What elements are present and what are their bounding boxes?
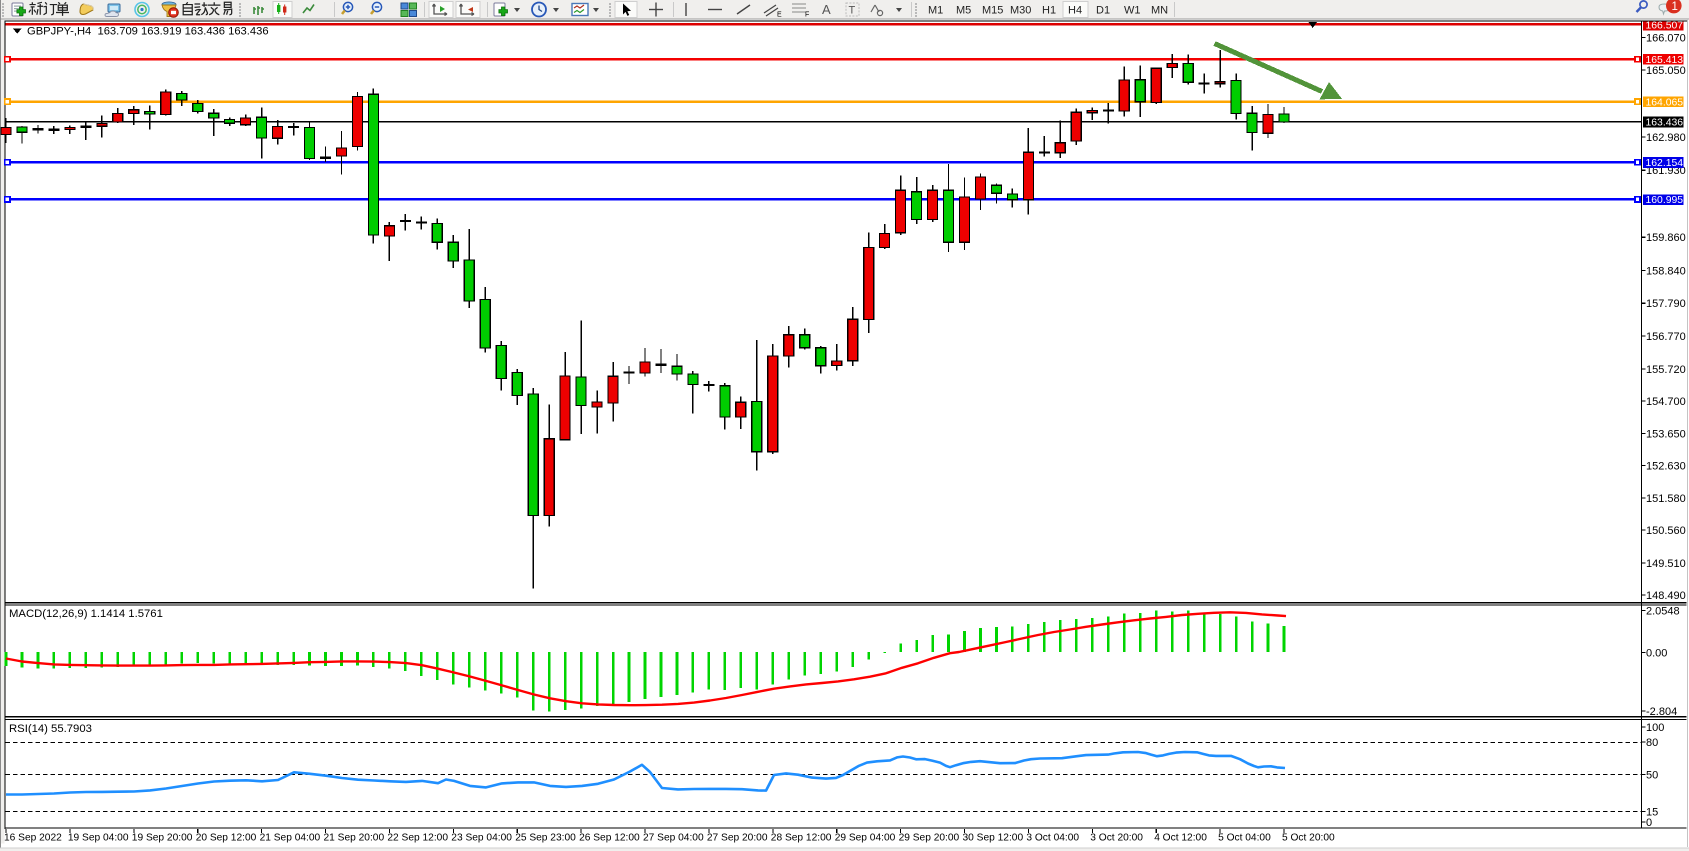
svg-text:4 Oct 12:00: 4 Oct 12:00	[1154, 832, 1207, 843]
svg-text:148.490: 148.490	[1646, 590, 1686, 602]
svg-text:165.413: 165.413	[1646, 55, 1684, 66]
svg-text:165.050: 165.050	[1646, 65, 1686, 77]
svg-text:3 Oct 04:00: 3 Oct 04:00	[1026, 832, 1079, 843]
svg-text:162.154: 162.154	[1646, 158, 1684, 169]
svg-text:23 Sep 04:00: 23 Sep 04:00	[451, 832, 512, 843]
svg-text:21 Sep 20:00: 21 Sep 20:00	[324, 832, 385, 843]
svg-text:W1: W1	[1124, 5, 1141, 17]
svg-text:20 Sep 12:00: 20 Sep 12:00	[196, 832, 257, 843]
svg-text:156.770: 156.770	[1646, 331, 1686, 343]
svg-text:152.630: 152.630	[1646, 461, 1686, 473]
svg-text:H1: H1	[1042, 5, 1056, 17]
svg-text:28 Sep 12:00: 28 Sep 12:00	[771, 832, 832, 843]
svg-text:15: 15	[1646, 807, 1658, 819]
svg-text:GBPJPY-,H4 163.709 163.919 16: GBPJPY-,H4 163.709 163.919 163.436 163.4…	[27, 26, 269, 38]
svg-text:M5: M5	[956, 5, 971, 17]
svg-text:166.070: 166.070	[1646, 33, 1686, 45]
svg-text:29 Sep 04:00: 29 Sep 04:00	[835, 832, 896, 843]
svg-text:50: 50	[1646, 770, 1658, 782]
svg-text:0: 0	[1646, 817, 1652, 829]
svg-text:166.507: 166.507	[1646, 21, 1684, 32]
svg-text:151.580: 151.580	[1646, 493, 1686, 505]
svg-text:30 Sep 12:00: 30 Sep 12:00	[963, 832, 1024, 843]
svg-text:149.510: 149.510	[1646, 558, 1686, 570]
svg-text:0.00: 0.00	[1646, 648, 1667, 660]
svg-text:157.790: 157.790	[1646, 298, 1686, 310]
svg-text:3 Oct 20:00: 3 Oct 20:00	[1090, 832, 1143, 843]
svg-text:E: E	[777, 12, 782, 19]
svg-text:25 Sep 23:00: 25 Sep 23:00	[515, 832, 576, 843]
svg-text:29 Sep 20:00: 29 Sep 20:00	[899, 832, 960, 843]
svg-text:80: 80	[1646, 737, 1658, 749]
svg-text:22 Sep 12:00: 22 Sep 12:00	[387, 832, 448, 843]
svg-text:161.930: 161.930	[1646, 165, 1686, 177]
svg-text:M30: M30	[1010, 5, 1031, 17]
svg-text:A: A	[822, 2, 831, 17]
svg-text:RSI(14) 55.7903: RSI(14) 55.7903	[9, 723, 92, 735]
svg-text:19 Sep 20:00: 19 Sep 20:00	[132, 832, 193, 843]
svg-text:27 Sep 04:00: 27 Sep 04:00	[643, 832, 704, 843]
svg-text:2.0548: 2.0548	[1646, 606, 1680, 618]
svg-text:5 Oct 04:00: 5 Oct 04:00	[1218, 832, 1271, 843]
svg-text:1: 1	[1672, 1, 1678, 13]
svg-text:M1: M1	[928, 5, 943, 17]
svg-text:158.840: 158.840	[1646, 265, 1686, 277]
svg-text:162.980: 162.980	[1646, 132, 1686, 144]
svg-text:153.650: 153.650	[1646, 429, 1686, 441]
svg-text:F: F	[805, 12, 809, 19]
svg-text:154.700: 154.700	[1646, 396, 1686, 408]
svg-text:MACD(12,26,9) 1.1414 1.5761: MACD(12,26,9) 1.1414 1.5761	[9, 608, 163, 620]
svg-text:H4: H4	[1068, 5, 1082, 17]
svg-text:164.065: 164.065	[1646, 97, 1684, 108]
svg-text:T: T	[849, 5, 856, 17]
svg-text:16 Sep 2022: 16 Sep 2022	[4, 832, 62, 843]
svg-text:-2.804: -2.804	[1646, 706, 1677, 718]
svg-text:21 Sep 04:00: 21 Sep 04:00	[260, 832, 321, 843]
svg-text:19 Sep 04:00: 19 Sep 04:00	[68, 832, 129, 843]
svg-text:5 Oct 20:00: 5 Oct 20:00	[1282, 832, 1335, 843]
svg-text:26 Sep 12:00: 26 Sep 12:00	[579, 832, 640, 843]
svg-text:100: 100	[1646, 722, 1664, 734]
svg-text:MN: MN	[1151, 5, 1168, 17]
svg-text:27 Sep 20:00: 27 Sep 20:00	[707, 832, 768, 843]
svg-text:155.720: 155.720	[1646, 364, 1686, 376]
svg-text:163.436: 163.436	[1646, 118, 1684, 129]
svg-text:159.860: 159.860	[1646, 232, 1686, 244]
svg-text:160.995: 160.995	[1646, 195, 1684, 206]
svg-text:M15: M15	[982, 5, 1003, 17]
svg-text:D1: D1	[1096, 5, 1110, 17]
svg-text:150.560: 150.560	[1646, 525, 1686, 537]
